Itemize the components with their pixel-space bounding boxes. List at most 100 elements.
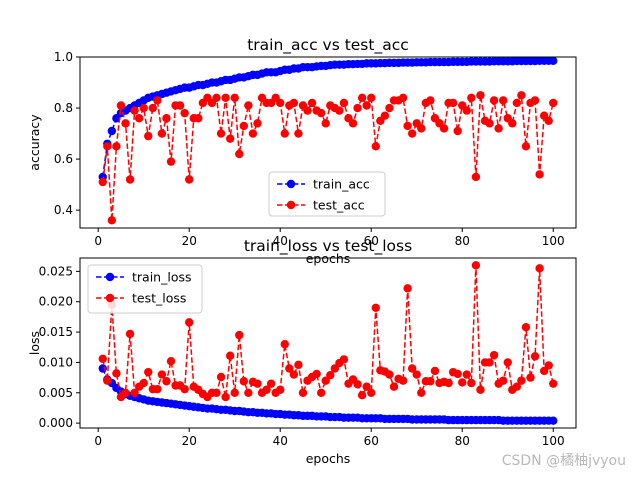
x-tick-label: 100 <box>542 434 565 448</box>
point-test_acc-81 <box>462 106 471 115</box>
point-test_loss-71 <box>417 388 426 397</box>
point-test_loss-79 <box>453 369 462 379</box>
point-test_acc-63 <box>380 111 390 120</box>
point-test_loss-26 <box>212 388 221 397</box>
point-test_loss-20 <box>185 318 194 327</box>
point-test_loss-65 <box>389 382 399 391</box>
point-test_loss-7 <box>125 329 135 339</box>
point-test_acc-79 <box>453 126 462 136</box>
point-test_loss-28 <box>221 392 230 402</box>
point-test_loss-61 <box>371 303 380 312</box>
point-test_loss-96 <box>530 352 540 361</box>
legend: train_acc test_acc <box>268 171 386 217</box>
point-test_acc-16 <box>166 157 176 166</box>
point-test_acc-58 <box>357 93 367 103</box>
y-tick-label: 0.8 <box>54 101 73 115</box>
point-test_loss-64 <box>385 370 394 379</box>
point-train_acc-100 <box>549 57 558 66</box>
point-test_acc-4 <box>112 142 121 151</box>
legend-label-train_loss: train_loss <box>132 270 192 285</box>
point-test_loss-68 <box>403 284 412 293</box>
point-test_acc-88 <box>494 124 503 133</box>
point-test_acc-54 <box>339 98 349 108</box>
x-tick-label: 0 <box>94 234 102 248</box>
y-tick-label: 1.0 <box>54 50 73 64</box>
point-test_loss-45 <box>298 388 308 397</box>
point-test_loss-11 <box>144 367 153 377</box>
point-test_loss-48 <box>312 369 321 379</box>
point-test_acc-94 <box>521 142 531 151</box>
point-test_acc-40 <box>276 98 285 108</box>
y-tick-label: 0.4 <box>54 203 73 217</box>
legend-marker-test_loss <box>105 293 115 303</box>
point-train_acc-3 <box>107 126 117 136</box>
point-test_acc-91 <box>508 119 517 128</box>
point-test_acc-87 <box>489 96 499 105</box>
axes-frame <box>79 257 577 429</box>
legend: train_loss test_loss <box>87 264 203 314</box>
point-test_loss-69 <box>407 364 417 373</box>
point-test_acc-73 <box>426 96 435 105</box>
point-test_acc-29 <box>225 134 235 143</box>
point-test_acc-10 <box>139 103 148 113</box>
point-test_loss-40 <box>276 385 285 394</box>
point-test_acc-13 <box>153 96 162 105</box>
point-test_acc-15 <box>162 114 171 123</box>
point-test_acc-1 <box>98 177 107 187</box>
legend-marker-test_acc <box>286 200 296 210</box>
x-tick-label: 20 <box>182 234 197 248</box>
point-test_acc-57 <box>353 103 362 113</box>
point-test_acc-84 <box>476 91 485 100</box>
point-test_loss-74 <box>430 366 440 376</box>
point-test_loss-77 <box>444 378 453 388</box>
point-test_acc-44 <box>294 129 303 138</box>
point-test_acc-64 <box>385 103 394 113</box>
point-test_loss-49 <box>316 388 326 397</box>
point-test_loss-19 <box>180 384 189 394</box>
legend-marker-train_acc <box>286 179 296 189</box>
point-test_loss-33 <box>244 388 253 397</box>
y-tick-label: 0.005 <box>39 386 73 400</box>
point-test_acc-2 <box>103 142 112 151</box>
point-test_loss-67 <box>398 376 408 385</box>
x-tick-label: 20 <box>182 434 197 448</box>
point-test_loss-2 <box>103 376 112 385</box>
point-test_loss-93 <box>517 376 526 385</box>
x-tick-label: 40 <box>273 434 288 448</box>
point-test_acc-31 <box>235 149 244 159</box>
legend-label-test_loss: test_loss <box>132 291 186 306</box>
point-test_acc-19 <box>180 108 189 118</box>
point-test_acc-43 <box>289 98 299 108</box>
point-test_acc-18 <box>175 101 185 110</box>
point-test_acc-78 <box>448 98 458 108</box>
point-test_loss-99 <box>544 361 553 370</box>
point-test_loss-16 <box>166 357 176 366</box>
point-test_loss-10 <box>139 378 148 388</box>
point-test_acc-27 <box>216 129 226 138</box>
point-test_loss-35 <box>253 379 262 388</box>
point-test_acc-82 <box>467 93 476 103</box>
point-test_acc-35 <box>253 119 262 128</box>
y-tick-label: 0.015 <box>39 325 73 339</box>
point-test_acc-99 <box>544 116 553 126</box>
point-test_loss-97 <box>535 264 544 273</box>
x-tick-label: 60 <box>364 234 379 248</box>
point-test_loss-32 <box>239 377 249 386</box>
point-test_loss-44 <box>294 360 303 370</box>
chart-2: train_loss vs test_loss 0 20 40 60 80 100 0.000… <box>27 237 577 466</box>
point-test_loss-37 <box>262 385 271 394</box>
point-test_acc-7 <box>125 175 135 184</box>
point-test_loss-54 <box>339 355 349 364</box>
point-test_acc-12 <box>148 103 158 113</box>
point-test_acc-34 <box>248 129 258 138</box>
y-axis-label: accuracy <box>27 114 42 171</box>
point-test_loss-94 <box>521 323 531 332</box>
point-test_acc-93 <box>517 91 526 100</box>
y-tick-label: 0.010 <box>39 355 73 369</box>
point-test_loss-57 <box>353 380 362 389</box>
x-tick-label: 80 <box>455 234 470 248</box>
legend-marker-train_loss <box>105 272 115 282</box>
point-test_acc-32 <box>239 121 249 131</box>
point-test_loss-81 <box>462 370 471 379</box>
chart-title: train_acc vs test_acc <box>247 36 409 55</box>
